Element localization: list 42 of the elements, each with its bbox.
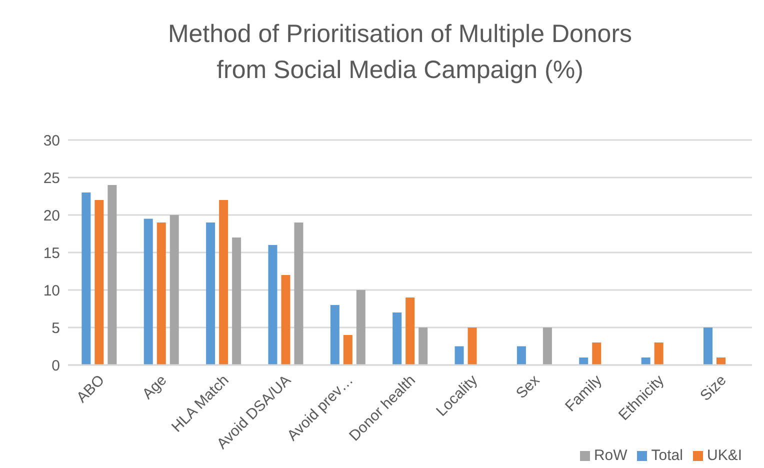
- y-tick-label: 0: [52, 357, 60, 374]
- legend-label: UK&I: [706, 447, 742, 464]
- y-tick-label: 15: [43, 244, 60, 262]
- bar: [641, 358, 650, 365]
- bar: [219, 200, 228, 365]
- bar: [579, 358, 588, 365]
- y-tick-label: 25: [43, 170, 60, 187]
- bar: [654, 342, 664, 365]
- bar: [343, 335, 352, 365]
- bar: [206, 222, 216, 365]
- bar: [108, 185, 117, 365]
- y-tick-label: 5: [52, 320, 60, 337]
- x-tick-label: Size: [697, 372, 730, 404]
- bar: [156, 222, 166, 365]
- bar: [294, 222, 304, 365]
- bar: [516, 346, 526, 365]
- legend-label: RoW: [594, 447, 628, 464]
- legend-label: Total: [651, 447, 683, 464]
- bar: [144, 218, 153, 365]
- bar: [716, 358, 726, 365]
- bar: [454, 346, 464, 365]
- bar: [406, 298, 415, 365]
- bar: [281, 275, 290, 365]
- bar: [268, 245, 278, 365]
- y-tick-label: 20: [43, 207, 60, 224]
- bar: [468, 328, 477, 365]
- bar: [232, 238, 242, 365]
- y-tick-label: 30: [43, 132, 60, 150]
- bar: [418, 328, 428, 365]
- bar: [330, 305, 340, 365]
- bar: [592, 342, 602, 365]
- chart-title: Method of Prioritisation of Multiple Donors from Social Media Campaign (%): [166, 19, 634, 86]
- bar: [356, 290, 366, 365]
- x-tick-label: Sex: [512, 371, 544, 402]
- bar: [392, 312, 402, 365]
- bar: [94, 200, 104, 365]
- y-tick-label: 10: [43, 282, 60, 300]
- bar: [82, 192, 91, 365]
- bar: [542, 328, 552, 365]
- bar: [704, 328, 712, 365]
- bar: [170, 215, 179, 365]
- x-tick-label: Age: [139, 372, 170, 403]
